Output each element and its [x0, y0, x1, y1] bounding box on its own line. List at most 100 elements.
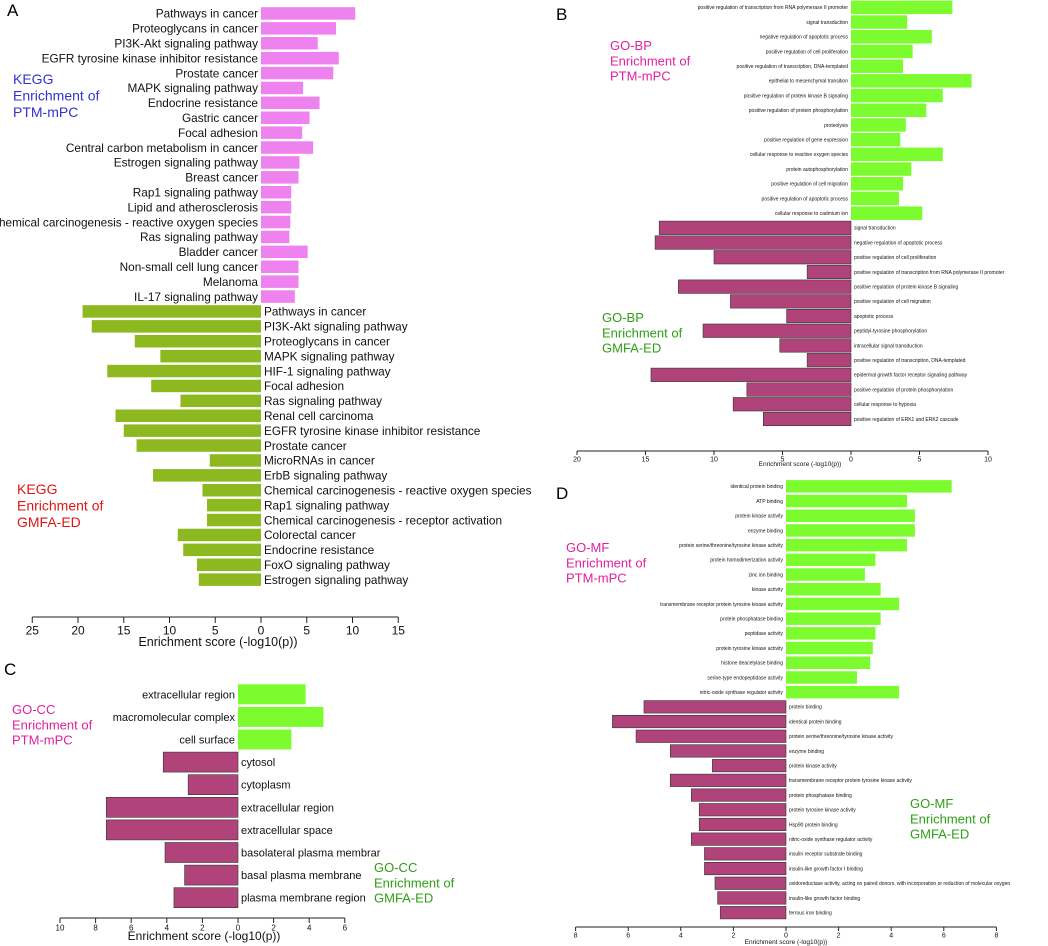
bar	[136, 439, 261, 452]
bar	[851, 44, 913, 59]
category-label: identical protein binding	[789, 719, 842, 725]
bar	[806, 353, 852, 368]
x-tick-label: 2	[731, 933, 735, 940]
bar	[196, 558, 261, 571]
series-negative: signal transduction negative regulation o…	[650, 220, 1005, 427]
bar	[261, 96, 320, 110]
x-tick-label: 5	[303, 623, 310, 637]
bar	[779, 338, 852, 353]
x-axis-title: Enrichment score (-log10(p))	[759, 461, 842, 468]
category-label: positive regulation of apoptotic process	[762, 196, 849, 202]
x-axis: 8 6 4 2 0 2 4 6 8 Enrichment score (-log10(p))	[574, 926, 998, 946]
category-label: basal plasma membrane	[241, 870, 361, 882]
x-tick-label: 5	[781, 457, 785, 464]
bar	[851, 0, 953, 15]
bar	[238, 729, 292, 750]
category-label: cytosol	[241, 757, 275, 769]
x-tick-label: 20	[71, 623, 85, 637]
category-label: serine-type endopeptidase activity	[707, 675, 783, 681]
x-tick-label: 10	[710, 457, 718, 464]
bar	[714, 876, 787, 890]
group-label-line: GO-CC	[374, 860, 417, 875]
bar	[713, 250, 852, 265]
category-label: cell surface	[179, 734, 235, 746]
x-tick-label: 2	[200, 924, 205, 933]
category-label: Prostate cancer	[175, 66, 258, 80]
bar	[702, 323, 852, 338]
bar	[261, 200, 292, 214]
category-label: Colorectal cancer	[264, 528, 356, 542]
category-label: Prostate cancer	[264, 439, 347, 453]
group-label: GO-CC Enrichment of GMFA-ED	[374, 860, 455, 906]
bar	[763, 411, 852, 427]
bar	[786, 538, 907, 552]
category-label: identical protein binding	[730, 484, 783, 490]
bar	[105, 819, 239, 841]
bar	[261, 230, 290, 244]
bar	[786, 308, 852, 324]
x-tick-label: 4	[889, 933, 893, 940]
bar	[851, 88, 943, 103]
bar	[261, 66, 334, 80]
group-label: GO-CC Enrichment of PTM-mPC	[12, 702, 93, 748]
category-label: ErbB signaling pathway	[264, 469, 387, 483]
bar	[115, 409, 261, 422]
category-label: Gastric cancer	[182, 111, 258, 125]
category-label: Proteoglycans in cancer	[264, 334, 390, 348]
group-label: KEGG Enrichment of GMFA-ED	[17, 481, 103, 530]
group-label-line: Enrichment of	[12, 717, 93, 732]
group-label: GO-BP Enrichment of GMFA-ED	[602, 310, 683, 356]
bar	[669, 773, 787, 787]
panel-b: positive regulation of transcription fro…	[573, 0, 1005, 468]
category-label: enzyme binding	[789, 749, 824, 755]
category-label: Estrogen signaling pathway	[114, 156, 258, 170]
category-label: peptidase activity	[745, 631, 784, 637]
group-label-line: GO-MF	[910, 796, 953, 811]
category-label: PI3K-Akt signaling pathway	[264, 320, 408, 334]
bar	[184, 864, 239, 886]
bar	[786, 597, 900, 611]
x-tick-label: 8	[994, 933, 998, 940]
bar	[209, 454, 261, 467]
category-label: cellular response to cadmium ion	[775, 211, 848, 217]
bar	[851, 103, 927, 117]
bar	[261, 126, 303, 139]
category-label: protein autophosphorylation	[786, 167, 848, 173]
bar	[786, 524, 915, 537]
bar	[153, 469, 261, 482]
bar	[612, 714, 787, 729]
bar	[786, 553, 876, 567]
bar	[635, 729, 787, 743]
category-label: Endocrine resistance	[148, 96, 259, 110]
bar	[851, 59, 904, 73]
category-label: positive regulation of cell migration	[854, 299, 931, 305]
category-label: ATP binding	[756, 499, 783, 505]
group-label: GO-BP Enrichment of PTM-mPC	[610, 38, 691, 84]
panel-letter-d: D	[556, 484, 568, 503]
category-label: extracellular space	[241, 825, 333, 837]
bar	[704, 861, 787, 876]
bar	[669, 744, 787, 758]
category-label: zinc ion binding	[749, 572, 784, 578]
category-label: Focal adhesion	[178, 126, 258, 140]
bar	[654, 235, 852, 250]
group-label-line: Enrichment of	[17, 498, 103, 514]
category-label: protein phosphatase binding	[720, 616, 783, 622]
x-tick-label: 10	[163, 623, 177, 637]
bar	[678, 279, 852, 294]
group-label-line: Enrichment of	[610, 53, 691, 68]
bar	[183, 543, 261, 557]
bar	[691, 788, 787, 802]
category-label: protein serine/threonine/tyrosine kinase…	[679, 543, 783, 549]
category-label: cellular response to hypoxia	[854, 402, 916, 408]
category-label: cellular response to reactive oxygen spe…	[750, 152, 849, 158]
bar	[851, 177, 904, 191]
bar	[82, 305, 261, 318]
category-label: protein tyrosine kinase activity	[716, 646, 783, 652]
category-label: Lipid and atherosclerosis	[128, 200, 259, 214]
category-label: EGFR tyrosine kinase inhibitor resistanc…	[42, 51, 259, 65]
bar	[851, 191, 899, 206]
category-label: IL-17 signaling pathway	[134, 290, 258, 304]
bar	[851, 162, 912, 176]
category-label: Ras signaling pathway	[140, 230, 258, 244]
